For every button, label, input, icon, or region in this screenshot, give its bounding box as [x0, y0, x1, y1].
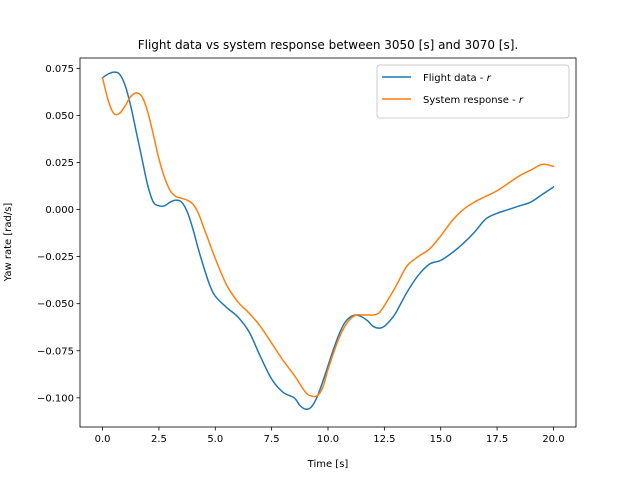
y-tick-label: 0.075: [45, 64, 74, 75]
series-layer: [101, 71, 555, 410]
y-tick-label: −0.100: [37, 393, 74, 404]
system-response-line: [101, 76, 555, 398]
x-tick-label: 12.5: [373, 434, 395, 445]
y-tick-label: −0.075: [37, 346, 74, 357]
legend-entry-flight-data: Flight data - r: [382, 73, 492, 84]
x-axis-label: Time [s]: [307, 459, 349, 470]
legend: Flight data - r System response - r: [376, 64, 570, 119]
y-tick-label: 0.000: [45, 205, 74, 216]
x-axis: 0.0 2.5 5.0 7.5 10.0 12.5 15.0 17.5 20.0: [95, 427, 565, 445]
flight-data-line: [101, 71, 555, 410]
x-tick-label: 0.0: [95, 434, 111, 445]
legend-label: System response - r: [423, 95, 524, 106]
y-tick-label: −0.050: [37, 299, 74, 310]
x-tick-label: 7.5: [264, 434, 280, 445]
x-tick-label: 20.0: [542, 434, 564, 445]
y-axis: 0.075 0.050 0.025 0.000 −0.025 −0.050 −0.075 −0…: [37, 64, 80, 404]
y-axis-label: Yaw rate [rad/s]: [3, 203, 14, 283]
legend-label: Flight data - r: [423, 73, 492, 84]
x-tick-label: 5.0: [207, 434, 223, 445]
x-tick-label: 10.0: [317, 434, 339, 445]
legend-entry-system-response: System response - r: [382, 95, 524, 106]
chart-title: Flight data vs system response between 3…: [138, 38, 519, 52]
y-tick-label: 0.025: [45, 158, 74, 169]
x-tick-label: 17.5: [486, 434, 508, 445]
legend-box: [376, 64, 570, 119]
x-tick-label: 2.5: [151, 434, 167, 445]
y-tick-label: −0.025: [37, 252, 74, 263]
y-tick-label: 0.050: [45, 111, 74, 122]
x-tick-label: 15.0: [430, 434, 452, 445]
